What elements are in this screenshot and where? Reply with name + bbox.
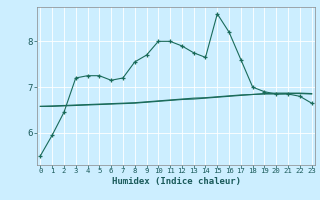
X-axis label: Humidex (Indice chaleur): Humidex (Indice chaleur) — [111, 177, 241, 186]
